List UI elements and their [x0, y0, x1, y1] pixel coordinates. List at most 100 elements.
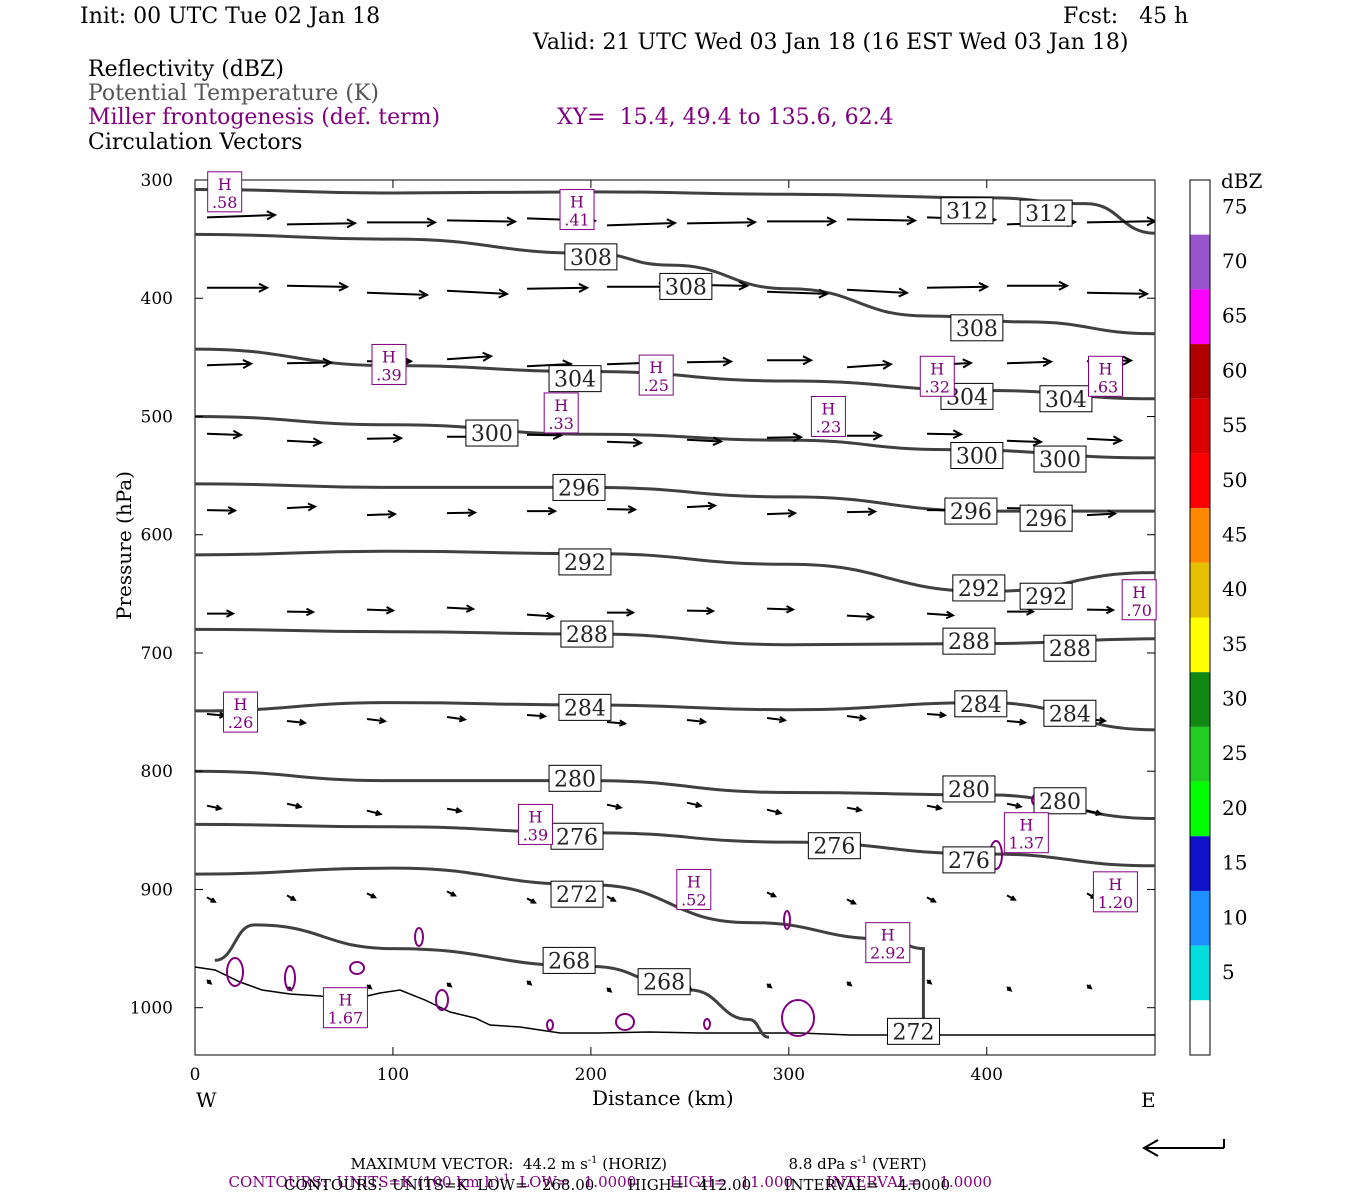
circulation-vector-head	[935, 804, 943, 811]
circulation-vector-head	[322, 357, 334, 368]
circulation-vector	[926, 285, 988, 289]
frontogenesis-contour	[546, 1019, 554, 1031]
isentrope-label: 296	[1025, 507, 1067, 532]
frontogenesis-max-value: .26	[228, 713, 253, 732]
circulation-vector-head	[952, 429, 964, 440]
circulation-vector-head	[547, 506, 558, 516]
frontogenesis-max-value: 1.20	[1098, 893, 1134, 912]
legend-vectors: Circulation Vectors	[88, 130, 303, 155]
circulation-vector-head	[712, 436, 724, 446]
circulation-vector	[1086, 809, 1101, 815]
x-tick-label: 200	[575, 1065, 607, 1085]
frontogenesis-max-box	[207, 171, 243, 213]
circulation-vector-head	[1042, 357, 1054, 367]
colorbar-label: 45	[1222, 522, 1247, 546]
circulation-vector-head	[338, 281, 350, 292]
max-vector-horiz: (HORIZ)	[597, 1155, 668, 1173]
circulation-vector-head	[1086, 984, 1093, 990]
circulation-vector-head	[530, 898, 537, 904]
frontogenesis-contour	[226, 957, 244, 987]
legend-xy: XY= 15.4, 49.4 to 135.6, 62.4	[557, 105, 894, 130]
circulation-vector-head	[242, 359, 254, 369]
circulation-vector-head	[626, 608, 636, 617]
isentrope-label-box	[942, 846, 996, 874]
circulation-vector-head	[698, 717, 708, 725]
circulation-vector	[1086, 512, 1116, 517]
isentrope-label-box	[940, 197, 994, 225]
circulation-vector-head	[539, 712, 548, 720]
circulation-vector	[446, 807, 461, 813]
vertical-scale-text: 8.8 dPa s-1 (VERT)	[779, 1141, 927, 1172]
y-tick-label: 1000	[130, 999, 173, 1019]
circulation-vector-head	[1112, 435, 1124, 445]
isentrope-label-box	[887, 1017, 941, 1045]
frontogenesis-max-h: H	[234, 695, 248, 714]
circulation-vector	[926, 612, 954, 617]
circulation-vector-head	[290, 895, 297, 901]
circulation-vector-head	[215, 804, 223, 811]
isentrope-label-box	[1043, 634, 1097, 662]
circulation-vector	[446, 289, 507, 295]
circulation-vector	[526, 286, 588, 290]
circulation-vector-head	[722, 356, 734, 367]
circulation-vector	[846, 614, 874, 618]
colorbar-segment	[1190, 1000, 1210, 1055]
frontogenesis-max-value: .23	[816, 417, 841, 436]
circulation-vector-head	[867, 507, 878, 517]
frontogenesis-max-value: .39	[376, 365, 401, 384]
circulation-vector	[766, 436, 802, 439]
frontogenesis-contour	[781, 999, 815, 1037]
circulation-vector-head	[1138, 288, 1150, 299]
frontogenesis-max-value: 1.37	[1009, 834, 1045, 853]
circulation-vector-head	[1095, 809, 1103, 817]
circulation-vector-head	[855, 806, 863, 813]
contours1-a: CONTOURS: UNITS=K (100 km h)	[228, 1173, 500, 1191]
x-tick-label: 100	[377, 1065, 409, 1085]
frontogenesis-contour	[703, 1018, 711, 1030]
circulation-vector	[766, 512, 796, 516]
isentrope-280	[195, 769, 1155, 821]
frontogenesis-max-box	[517, 803, 553, 845]
circulation-vector-head	[258, 282, 270, 293]
circulation-vector-head	[615, 803, 623, 810]
frontogenesis-max-value: .33	[548, 414, 573, 433]
colorbar-segment	[1190, 836, 1210, 891]
contours1-sup: -1	[499, 1173, 510, 1184]
fronto-contour-info: CONTOURS: UNITS=K (100 km h)-1 LOW= 1.00…	[219, 1159, 992, 1190]
circulation-vector	[526, 714, 546, 718]
isentrope-label-box	[954, 690, 1008, 718]
frontogenesis-max-value: .25	[643, 376, 668, 395]
isentrope-label-box	[807, 832, 861, 860]
isentrope-label: 276	[948, 849, 990, 874]
isentrope-label-box	[564, 243, 618, 271]
frontogenesis-max-h: H	[382, 347, 396, 366]
circulation-vector-head	[939, 711, 948, 719]
isentrope-label: 308	[665, 275, 707, 300]
circulation-vector	[1006, 802, 1021, 808]
circulation-vector-head	[266, 210, 278, 221]
colorbar-segment	[1190, 234, 1210, 290]
circulation-vector-head	[312, 437, 324, 447]
frontogenesis-max-box	[371, 343, 407, 385]
frontogenesis-max-h: H	[687, 872, 701, 891]
circulation-vector-head	[945, 610, 956, 620]
circulation-vector	[366, 291, 427, 296]
x-tick-label: 300	[773, 1065, 805, 1085]
colorbar-label: 60	[1222, 358, 1247, 382]
circulation-vector	[606, 222, 675, 227]
circulation-vector-head	[1122, 355, 1134, 366]
frontogenesis-max-box	[322, 987, 368, 1029]
circulation-vector-head	[1006, 986, 1013, 992]
circulation-vector-head	[226, 609, 236, 618]
isentrope-label-box	[465, 419, 519, 447]
circulation-vector-head	[210, 897, 217, 903]
isentrope-label-box	[1019, 582, 1073, 610]
isentrope-label: 304	[1045, 388, 1087, 413]
colorbar-segment	[1190, 672, 1210, 727]
circulation-vector	[1086, 437, 1122, 442]
circulation-vector-head	[1058, 280, 1070, 291]
frontogenesis-contour	[414, 927, 424, 947]
circulation-vector	[1006, 720, 1026, 724]
circulation-vector-head	[872, 430, 884, 441]
isentrope-label: 276	[813, 835, 855, 860]
